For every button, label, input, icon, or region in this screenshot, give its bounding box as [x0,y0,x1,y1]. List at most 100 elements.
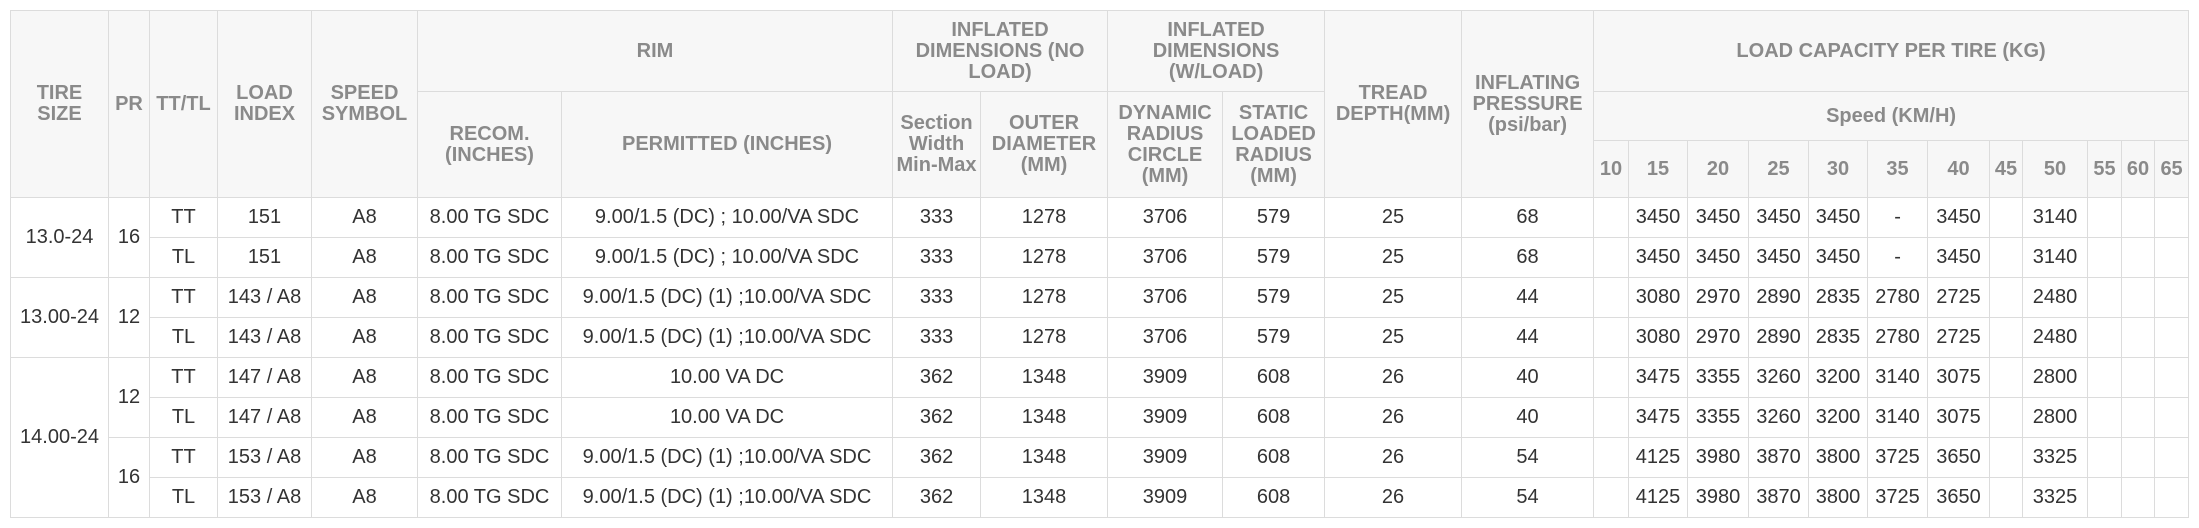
tt-tl: TT [149,277,218,318]
load-capacity: 3475 [1628,397,1689,438]
load-capacity: 3450 [1927,237,1991,278]
load-index: 153 / A8 [217,437,312,478]
load-capacity: 2835 [1808,317,1869,358]
load-index: 151 [217,197,312,238]
outer-diameter: 1348 [980,477,1109,518]
load-capacity: 3140 [1867,357,1929,398]
permitted: 9.00/1.5 (DC) (1) ;10.00/VA SDC [560,477,894,518]
recom: 8.00 TG SDC [417,397,562,438]
section-width: 362 [892,397,982,438]
permitted: 9.00/1.5 (DC) (1) ;10.00/VA SDC [560,437,894,478]
header-cell: DYNAMIC RADIUS CIRCLE (MM) [1107,91,1224,198]
load-capacity: 2780 [1867,277,1929,318]
tt-tl: TL [149,477,218,518]
dynamic-radius: 3706 [1107,317,1224,358]
speed-header: 45 [1989,140,2024,198]
table-row: TL 147 / A8 A8 8.00 TG SDC 10.00 VA DC 362 134… [11,397,2190,438]
tire-table: TIRE SIZE PR TT/TL LOAD INDEX SPEED SYMB… [10,10,2190,518]
header-row: RECOM. (INCHES) PERMITTED (INCHES) Secti… [11,91,2190,198]
load-capacity: 3450 [1628,197,1689,238]
permitted: 10.00 VA DC [560,397,894,438]
table-row: 13.00-24 12 TT 143 / A8 A8 8.00 TG SDC 9.00/1.… [10,277,2190,358]
outer-diameter: 1278 [980,317,1109,358]
header-row: TIRE SIZE PR TT/TL LOAD INDEX SPEED SYMB… [10,10,2190,198]
load-capacity: - [1867,197,1929,238]
table-header: TIRE SIZE PR TT/TL LOAD INDEX SPEED SYMB… [10,10,2190,198]
load-capacity: 3800 [1808,437,1869,478]
load-index: 143 / A8 [217,277,312,318]
speed-symbol: A8 [311,317,418,358]
pressure: 68 [1461,237,1595,278]
dynamic-radius: 3706 [1107,197,1224,238]
tt-tl: TT [149,437,218,478]
load-capacity [2087,477,2123,518]
permitted: 9.00/1.5 (DC) ; 10.00/VA SDC [560,237,894,278]
load-capacity: 3140 [1867,397,1929,438]
dynamic-radius: 3909 [1107,477,1224,518]
load-capacity: 2725 [1927,317,1991,358]
load-capacity: 3450 [1687,197,1750,238]
load-capacity [2154,397,2190,438]
recom: 8.00 TG SDC [417,197,562,238]
tread-depth: 25 [1324,237,1463,278]
load-capacity: 2800 [2022,357,2089,398]
load-index: 147 / A8 [217,357,312,398]
table-row: 13.0-24 16 TT 151 A8 8.00 TG SDC 9.00/1.5 (DC)… [10,197,2190,278]
tire-size: 13.0-24 [10,197,109,278]
header-cell: TIRE SIZE [10,10,109,198]
static-radius: 579 [1222,197,1326,238]
section-width: 333 [892,317,982,358]
load-capacity [1593,437,1630,478]
load-capacity [2154,237,2190,278]
recom: 8.00 TG SDC [417,277,562,318]
load-capacity: 3140 [2022,237,2089,278]
load-capacity [2087,317,2123,358]
speed-symbol: A8 [311,357,418,398]
load-capacity [2087,357,2123,398]
permitted: 9.00/1.5 (DC) (1) ;10.00/VA SDC [560,277,894,318]
header-cell: SPEED SYMBOL [311,10,418,198]
speed-header: 35 [1867,140,1929,198]
load-capacity [1989,277,2024,318]
load-capacity: 3450 [1808,197,1869,238]
tt-tl: TT [149,357,218,398]
load-capacity: 3725 [1867,477,1929,518]
load-capacity [2087,437,2123,478]
load-capacity: 3450 [1927,197,1991,238]
load-capacity [1989,397,2024,438]
load-capacity: 3355 [1687,357,1750,398]
load-capacity [2121,277,2156,318]
load-capacity: 2780 [1867,317,1929,358]
load-capacity [2121,357,2156,398]
load-capacity [2154,357,2190,398]
load-capacity: 3450 [1628,237,1689,278]
load-capacity [1593,397,1630,438]
load-capacity [1593,237,1630,278]
load-capacity: 3980 [1687,477,1750,518]
pressure: 40 [1461,357,1595,398]
load-capacity [1989,197,2024,238]
load-capacity: 3870 [1748,477,1810,518]
speed-header: 25 [1748,140,1810,198]
tire-size: 13.00-24 [10,277,109,358]
load-capacity: 3080 [1628,317,1689,358]
ply-rating: 16 [108,437,150,518]
table-row: TL 143 / A8 A8 8.00 TG SDC 9.00/1.5 (DC) (1)… [11,317,2190,358]
load-capacity [2121,437,2156,478]
speed-symbol: A8 [311,437,418,478]
tread-depth: 26 [1324,397,1463,438]
load-capacity: 2970 [1687,277,1750,318]
load-capacity [1593,197,1630,238]
recom: 8.00 TG SDC [417,437,562,478]
section-width: 333 [892,197,982,238]
outer-diameter: 1278 [980,237,1109,278]
load-capacity: 3200 [1808,357,1869,398]
ply-rating: 12 [108,357,150,438]
section-width: 333 [892,237,982,278]
load-capacity [1989,477,2024,518]
pressure: 68 [1461,197,1595,238]
table-row: 14.00-24 12 TT 147 / A8 A8 8.00 TG SDC 10.00 V… [10,357,2190,518]
outer-diameter: 1348 [980,397,1109,438]
load-capacity [2121,197,2156,238]
